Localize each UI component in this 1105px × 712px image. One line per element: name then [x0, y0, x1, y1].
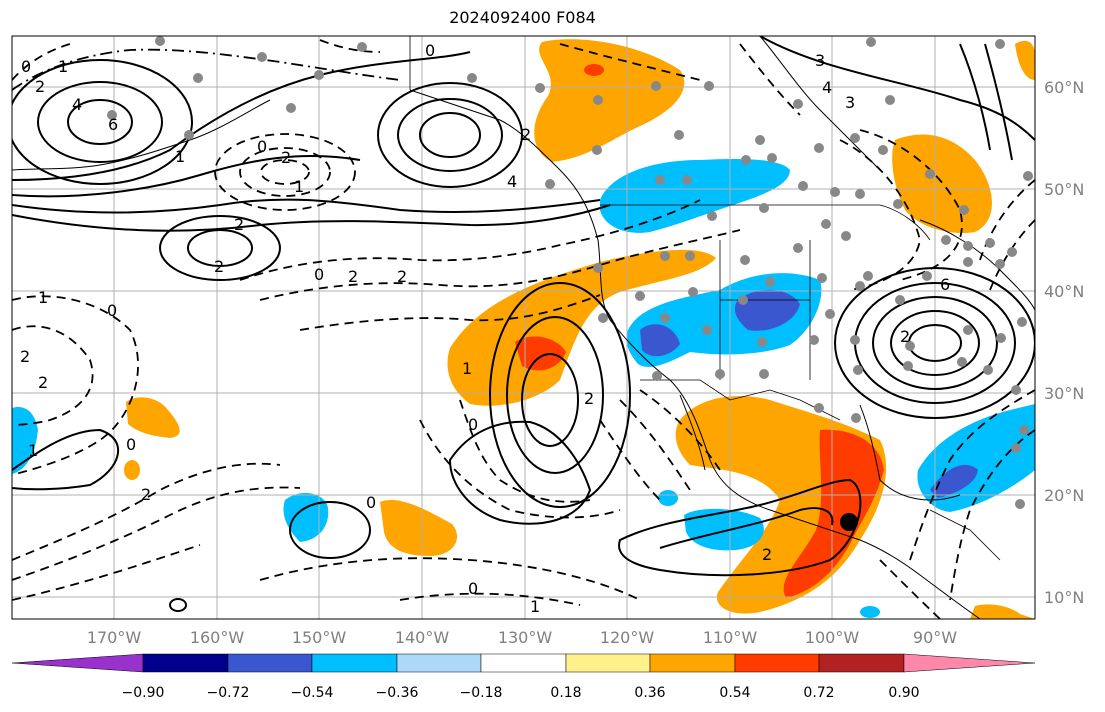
contour-label: 6: [940, 275, 950, 294]
contour-label: 2: [281, 148, 291, 167]
contour-label: 1: [28, 441, 38, 460]
contour-label: 2: [900, 327, 910, 346]
contour-label: 1: [294, 177, 304, 196]
contour-label: 0: [468, 579, 478, 598]
colorbar-segment: [565, 653, 651, 673]
colorbar-ticks: −0.90 −0.72 −0.54 −0.36 −0.18 0.18 0.36 …: [122, 685, 920, 701]
contour-label: 2: [141, 485, 151, 504]
station-markers: [107, 36, 1033, 509]
colorbar: −0.90 −0.72 −0.54 −0.36 −0.18 0.18 0.36 …: [11, 653, 1036, 701]
colorbar-segment: [396, 653, 482, 673]
colorbar-segment: [818, 653, 905, 673]
colorbar-tick: −0.54: [291, 685, 334, 701]
colorbar-tick: −0.90: [122, 685, 165, 701]
contour-labels: 0 1 2 4 6 0 2 4 1 0 2 1 3 2 2 0 2 2 1 0 …: [20, 41, 950, 616]
lon-label: 100°W: [805, 628, 860, 647]
dashdot-contours: [12, 48, 401, 91]
contour-label: 0: [468, 415, 478, 434]
lon-label: 150°W: [292, 628, 347, 647]
lon-label: 110°W: [703, 628, 758, 647]
contour-label: 2: [348, 267, 358, 286]
contour-label: 0: [21, 57, 31, 76]
colorbar-segments: [11, 653, 1036, 673]
contour-label: 4: [507, 172, 517, 191]
colorbar-tick: −0.36: [376, 685, 419, 701]
location-marker: [840, 513, 858, 531]
map-frame: [11, 35, 1036, 620]
lat-label: 50°N: [1044, 180, 1084, 199]
lon-label: 120°W: [600, 628, 655, 647]
colorbar-tick: 0.54: [719, 685, 750, 701]
contour-label: 1: [175, 147, 185, 166]
contour-label: 0: [257, 137, 267, 156]
contour-label: 4: [72, 95, 82, 114]
positive-contours: [12, 36, 1035, 612]
lat-label: 10°N: [1044, 588, 1084, 607]
contour-label: 0: [425, 41, 435, 60]
lon-label: 160°W: [190, 628, 245, 647]
lat-label: 20°N: [1044, 486, 1084, 505]
graticule: [12, 36, 1035, 619]
contour-label: 2: [38, 373, 48, 392]
contour-label: 0: [314, 265, 324, 284]
contour-label: 2: [521, 125, 531, 144]
lon-label: 130°W: [498, 628, 553, 647]
lon-label: 90°W: [913, 628, 957, 647]
negative-contours: [12, 39, 1035, 619]
colorbar-tick: 0.18: [550, 685, 581, 701]
longitude-labels: 170°W 160°W 150°W 140°W 130°W 120°W 110°…: [87, 628, 957, 647]
contour-label: 1: [530, 597, 540, 616]
contour-label: 2: [214, 257, 224, 276]
contour-label: 0: [107, 301, 117, 320]
lon-label: 140°W: [395, 628, 450, 647]
colorbar-tick: 0.90: [888, 685, 919, 701]
contour-label: 1: [38, 288, 48, 307]
contour-label: 2: [234, 215, 244, 234]
colorbar-segment: [649, 653, 736, 673]
colorbar-segment: [311, 653, 398, 673]
lon-label: 170°W: [87, 628, 142, 647]
colorbar-segment: [142, 653, 229, 673]
lat-label: 40°N: [1044, 282, 1084, 301]
contour-label: 2: [20, 347, 30, 366]
lat-label: 60°N: [1044, 78, 1084, 97]
colorbar-segment: [11, 653, 144, 673]
colorbar-segment: [903, 653, 1036, 673]
latitude-labels: 60°N 50°N 40°N 30°N 20°N 10°N: [1044, 78, 1084, 607]
lat-label: 30°N: [1044, 384, 1084, 403]
contour-label: 3: [815, 51, 825, 70]
contour-label: 0: [366, 493, 376, 512]
contour-label: 0: [126, 435, 136, 454]
contour-label: 6: [108, 115, 118, 134]
map-title: 2024092400 F084: [449, 8, 596, 27]
colorbar-tick: 0.36: [634, 685, 665, 701]
contour-label: 1: [58, 57, 68, 76]
contour-label: 2: [762, 545, 772, 564]
political-borders: [409, 36, 1001, 561]
map-area: 0 1 2 4 6 0 2 4 1 0 2 1 3 2 2 0 2 2 1 0 …: [12, 36, 1035, 619]
colorbar-segment: [480, 653, 567, 673]
warm-anomaly-shading: [124, 39, 1035, 619]
colorbar-segment: [227, 653, 313, 673]
contour-label: 2: [584, 389, 594, 408]
colorbar-segment: [734, 653, 820, 673]
colorbar-tick: 0.72: [803, 685, 834, 701]
contour-label: 1: [462, 359, 472, 378]
contour-label: 4: [822, 78, 832, 97]
contour-label: 2: [397, 267, 407, 286]
contour-label: 2: [35, 77, 45, 96]
contour-label: 3: [845, 93, 855, 112]
colorbar-tick: −0.72: [207, 685, 250, 701]
colorbar-tick: −0.18: [460, 685, 503, 701]
